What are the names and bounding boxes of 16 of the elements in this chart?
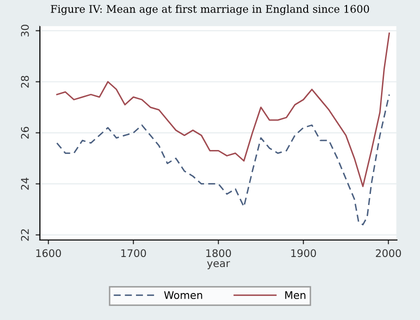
x-tick-label: 1600: [36, 249, 61, 258]
y-tick-label: 28: [20, 76, 29, 88]
chart-title: Figure IV: Mean age at first marriage in England since 1600: [50, 4, 370, 16]
y-tick-label: 24: [20, 178, 29, 190]
legend-label: Men: [285, 291, 306, 300]
x-tick-label: 2000: [376, 249, 401, 258]
x-tick-label: 1700: [121, 249, 146, 258]
line-series: [56, 94, 390, 226]
line-series: [56, 32, 390, 188]
y-tick-label: 30: [20, 24, 29, 37]
y-tick-label: 22: [20, 229, 29, 241]
x-tick-label: 1800: [206, 249, 231, 258]
x-axis-title: year: [207, 261, 230, 270]
legend-label: Women: [164, 291, 202, 300]
x-tick-label: 1900: [291, 249, 316, 258]
y-tick-label: 26: [20, 126, 29, 139]
